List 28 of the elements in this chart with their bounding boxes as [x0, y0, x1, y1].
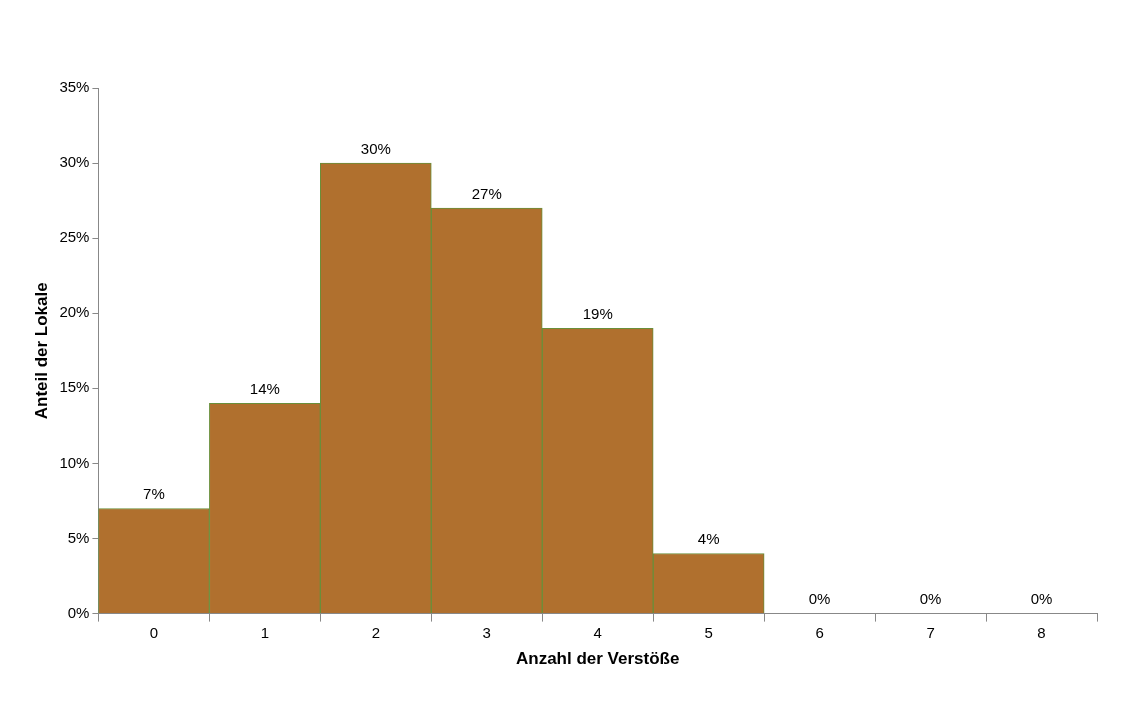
- data-label: 30%: [360, 139, 391, 157]
- x-axis-title: Anzahl der Verstöße: [515, 649, 680, 669]
- y-tick-label: 15%: [59, 378, 90, 396]
- y-tick-label: 10%: [59, 453, 90, 471]
- y-tick-label: 25%: [59, 228, 90, 246]
- y-tick-label: 0%: [67, 603, 90, 621]
- y-tick-label: 35%: [59, 78, 90, 96]
- x-tick-label: 5: [704, 623, 713, 641]
- data-label: 14%: [249, 380, 280, 397]
- x-tick-label: 6: [815, 623, 824, 641]
- x-tick-label: 7: [926, 623, 935, 641]
- data-label: 0%: [919, 590, 942, 608]
- x-tick-label: 4: [593, 623, 602, 641]
- x-tick-label: 2: [371, 623, 380, 641]
- x-tick-label: 1: [260, 623, 270, 641]
- x-tick-label: 3: [482, 623, 491, 641]
- data-label: 7%: [143, 485, 165, 503]
- data-label: 19%: [582, 304, 613, 322]
- y-axis-title: Anteil der Lokale: [31, 282, 51, 420]
- x-tick-label: 8: [1037, 623, 1046, 641]
- data-label: 0%: [1030, 590, 1053, 608]
- data-label: 0%: [808, 590, 831, 608]
- y-tick-label: 20%: [59, 303, 90, 321]
- data-label: 27%: [471, 184, 502, 202]
- y-tick-label: 30%: [59, 153, 90, 171]
- y-tick-label: 5%: [67, 528, 90, 546]
- x-tick-label: 0: [149, 623, 159, 641]
- data-label: 4%: [697, 530, 720, 548]
